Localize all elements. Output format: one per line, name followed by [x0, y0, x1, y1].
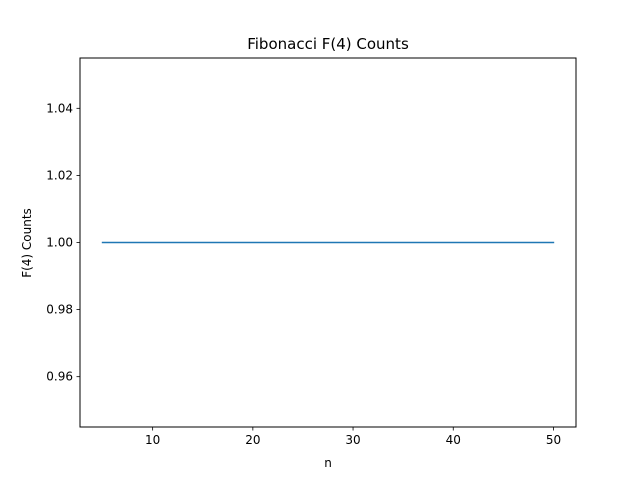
x-tick-label: 20	[245, 433, 260, 447]
plot-area: 10 20 30 40 50 0.96 0.98 1.00 1.02 1.04	[46, 57, 577, 447]
y-axis-label: F(4) Counts	[20, 208, 34, 278]
y-tick-label: 1.04	[46, 101, 73, 115]
chart-title: Fibonacci F(4) Counts	[247, 35, 409, 53]
y-tick-label: 0.98	[46, 303, 73, 317]
x-axis-label: n	[324, 456, 332, 470]
y-tick-label: 1.00	[46, 236, 73, 250]
x-tick-label: 50	[546, 433, 561, 447]
x-tick-label: 10	[145, 433, 160, 447]
x-tick-label: 40	[446, 433, 461, 447]
x-tick-label: 30	[345, 433, 360, 447]
y-tick-label: 1.02	[46, 168, 73, 182]
y-tick-label: 0.96	[46, 370, 73, 384]
